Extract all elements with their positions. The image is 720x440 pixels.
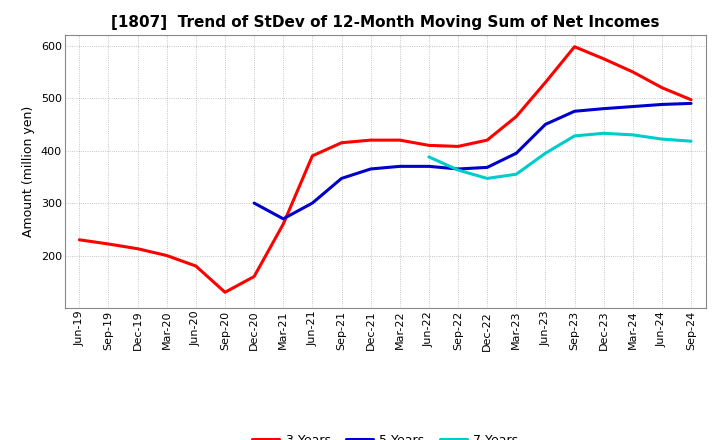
7 Years	[454, 167, 462, 172]
5 Years	[279, 216, 287, 221]
3 Years	[687, 97, 696, 103]
3 Years	[163, 253, 171, 258]
3 Years	[599, 56, 608, 62]
7 Years	[425, 154, 433, 160]
Legend: 3 Years, 5 Years, 7 Years: 3 Years, 5 Years, 7 Years	[247, 429, 523, 440]
5 Years	[483, 165, 492, 170]
3 Years	[541, 80, 550, 85]
3 Years	[192, 264, 200, 269]
3 Years	[104, 242, 113, 247]
3 Years	[308, 153, 317, 158]
Line: 5 Years: 5 Years	[254, 103, 691, 219]
3 Years	[657, 85, 666, 90]
5 Years	[366, 166, 375, 172]
7 Years	[629, 132, 637, 138]
5 Years	[250, 201, 258, 206]
3 Years	[75, 237, 84, 242]
7 Years	[657, 136, 666, 142]
5 Years	[570, 109, 579, 114]
5 Years	[395, 164, 404, 169]
5 Years	[599, 106, 608, 111]
3 Years	[425, 143, 433, 148]
3 Years	[629, 69, 637, 74]
Line: 3 Years: 3 Years	[79, 47, 691, 292]
3 Years	[395, 137, 404, 143]
3 Years	[220, 290, 229, 295]
3 Years	[133, 246, 142, 251]
3 Years	[483, 137, 492, 143]
3 Years	[454, 144, 462, 149]
5 Years	[629, 104, 637, 109]
5 Years	[454, 166, 462, 172]
Title: [1807]  Trend of StDev of 12-Month Moving Sum of Net Incomes: [1807] Trend of StDev of 12-Month Moving…	[111, 15, 660, 30]
5 Years	[337, 176, 346, 181]
3 Years	[250, 274, 258, 279]
3 Years	[366, 137, 375, 143]
7 Years	[541, 150, 550, 156]
Line: 7 Years: 7 Years	[429, 133, 691, 179]
Y-axis label: Amount (million yen): Amount (million yen)	[22, 106, 35, 237]
7 Years	[687, 139, 696, 144]
5 Years	[308, 201, 317, 206]
5 Years	[541, 122, 550, 127]
5 Years	[512, 150, 521, 156]
7 Years	[570, 133, 579, 139]
7 Years	[483, 176, 492, 181]
3 Years	[337, 140, 346, 145]
5 Years	[657, 102, 666, 107]
7 Years	[599, 131, 608, 136]
5 Years	[687, 101, 696, 106]
3 Years	[279, 221, 287, 227]
5 Years	[425, 164, 433, 169]
3 Years	[570, 44, 579, 49]
7 Years	[512, 172, 521, 177]
3 Years	[512, 114, 521, 119]
